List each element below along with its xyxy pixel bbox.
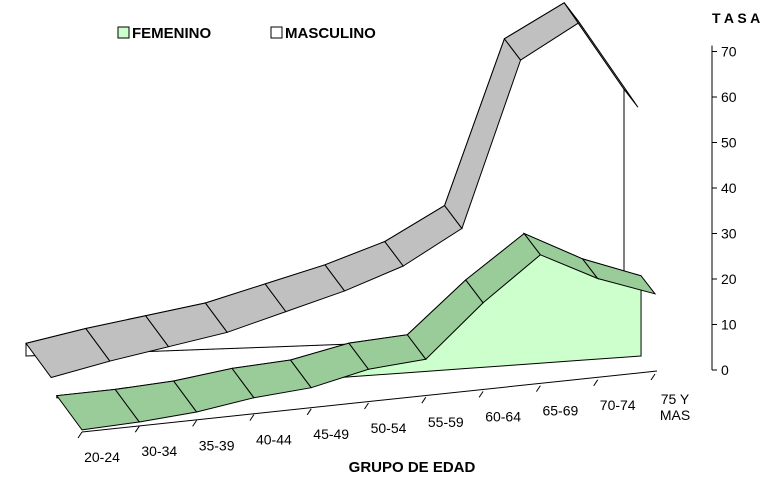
x-tick-label: 75 Y MAS [660, 391, 690, 423]
legend-label-femenino: FEMENINO [132, 25, 212, 42]
y-tick-label: 20 [721, 271, 737, 287]
x-tick-mark [249, 414, 255, 421]
x-tick-label-line: 35-39 [199, 437, 235, 453]
x-tick-label: 65-69 [542, 403, 578, 419]
x-tick-mark [535, 385, 541, 392]
y-tick-label: 60 [721, 89, 737, 105]
x-axis: 20-24 30-34 35-39 40-44 45-49 50-54 55-59 60-64… [77, 373, 690, 465]
x-tick-label-line: 60-64 [485, 408, 521, 424]
x-tick-mark [421, 396, 427, 404]
chart-floor [25, 333, 658, 433]
x-tick-label-line: 30-34 [141, 443, 177, 459]
y-axis-title: T A S A [712, 10, 760, 26]
x-tick-label: 40-44 [256, 432, 292, 448]
x-tick-label-line: 70-74 [600, 397, 636, 413]
x-tick-label-line: 45-49 [313, 426, 349, 442]
x-tick-label-line: 40-44 [256, 432, 292, 448]
x-tick-mark [478, 391, 484, 398]
x-tick-label-line: 55-59 [428, 414, 464, 430]
x-tick-mark [192, 420, 198, 427]
x-tick-label: 35-39 [199, 437, 235, 453]
y-tick-label: 50 [721, 135, 737, 151]
legend: FEMENINO MASCULINO [117, 25, 376, 42]
y-tick-label: 30 [721, 226, 737, 242]
legend-label-masculino: MASCULINO [285, 25, 376, 42]
x-tick-mark [593, 379, 599, 387]
x-tick-label: 30-34 [141, 443, 177, 459]
legend-item-femenino: FEMENINO [117, 25, 212, 42]
y-axis: 0 10 20 30 40 50 60 70 [711, 44, 737, 378]
series-femenino-area [55, 232, 657, 431]
x-tick-label: 60-64 [485, 408, 521, 424]
x-tick-label-line: MAS [660, 407, 690, 423]
femenino-ribbon-segment [581, 257, 657, 295]
x-tick-label-line: 65-69 [542, 403, 578, 419]
legend-item-masculino: MASCULINO [270, 25, 376, 42]
x-tick-label: 50-54 [371, 420, 407, 436]
x-tick-label: 55-59 [428, 414, 464, 430]
x-tick-mark [306, 408, 312, 416]
legend-swatch-femenino [117, 26, 130, 39]
y-tick-label: 10 [721, 317, 737, 333]
y-tick-label: 70 [721, 44, 737, 60]
x-tick-label: 70-74 [600, 397, 636, 413]
x-axis-title: GRUPO DE EDAD [349, 459, 476, 476]
x-tick-mark [134, 425, 140, 433]
x-tick-label-line: 75 Y [661, 391, 690, 407]
x-tick-label: 20-24 [84, 449, 120, 465]
x-tick-label-line: 20-24 [84, 449, 120, 465]
masculino-ribbon-segment [563, 2, 639, 108]
floor-front-edge [81, 370, 658, 433]
y-tick-label: 40 [721, 180, 737, 196]
x-tick-mark [364, 402, 369, 410]
series-masculino-area [25, 2, 639, 379]
y-tick-label: 0 [721, 362, 729, 378]
x-tick-mark [77, 431, 83, 439]
x-tick-label: 45-49 [313, 426, 349, 442]
x-tick-mark [650, 373, 656, 381]
legend-swatch-masculino [270, 26, 283, 39]
x-tick-label-line: 50-54 [371, 420, 407, 436]
